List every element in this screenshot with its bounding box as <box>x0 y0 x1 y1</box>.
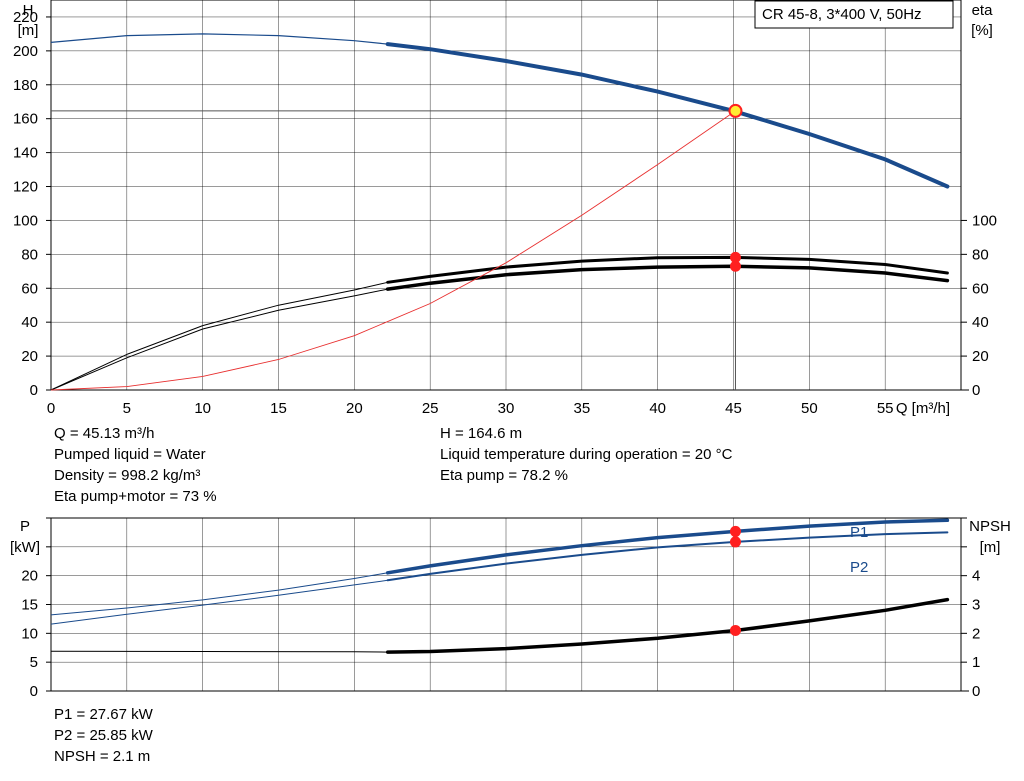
power-tick-label: 5 <box>30 654 38 671</box>
npsh-thin <box>50 650 388 653</box>
npsh-tick-label: 0 <box>972 683 980 700</box>
eta-tick-label: 60 <box>972 280 989 297</box>
head-axis-unit: [m] <box>18 22 39 39</box>
eta-axis-title: eta <box>972 2 994 19</box>
head-tick-label: 40 <box>21 314 38 331</box>
head-tick-label: 100 <box>13 212 38 229</box>
info-flow: Q = 45.13 m³/h <box>54 425 155 442</box>
eta-pump-curve <box>386 255 949 284</box>
legend-box <box>754 0 954 29</box>
p1-thin <box>50 572 388 616</box>
head-tick-label: 200 <box>13 43 38 60</box>
x-tick-label: 40 <box>649 400 666 417</box>
info-eta-pump: Eta pump = 78.2 % <box>440 467 568 484</box>
power-tick-label: 15 <box>21 597 38 614</box>
power-tick-label: 20 <box>21 568 38 585</box>
head-tick-label: 140 <box>13 145 38 162</box>
head-tick-label: 60 <box>21 280 38 297</box>
head-tick-label: 20 <box>21 348 38 365</box>
duty-point-p1 <box>729 525 741 537</box>
info-liquid: Pumped liquid = Water <box>54 446 206 463</box>
info-temperature: Liquid temperature during operation = 20… <box>440 446 733 463</box>
power-tick-label: 0 <box>30 683 38 700</box>
tick-labels: 0 5 10 15 20 25 30 35 40 45 50 55020406080100120140… <box>13 9 997 700</box>
system-curve <box>50 110 736 391</box>
info-head: H = 164.6 m <box>440 425 523 442</box>
x-tick-label: 20 <box>346 400 363 417</box>
npsh-tick-label: 1 <box>972 654 980 671</box>
duty-point-p2 <box>729 536 741 548</box>
x-tick-label: 55 <box>877 400 894 417</box>
x-tick-label: 45 <box>725 400 742 417</box>
top-chart-series <box>50 33 950 391</box>
head-tick-label: 220 <box>13 9 38 26</box>
head-tick-label: 80 <box>21 246 38 263</box>
power-tick-label: 10 <box>21 625 38 642</box>
head-tick-label: 160 <box>13 111 38 128</box>
eta-tick-label: 40 <box>972 314 989 331</box>
x-tick-label: 0 <box>47 400 55 417</box>
duty-point-eta-pump-motor <box>729 260 741 272</box>
legend-box-text: CR 45-8, 3*400 V, 50Hz <box>762 6 922 23</box>
top-chart-grid <box>50 0 969 391</box>
x-tick-label: 50 <box>801 400 818 417</box>
x-tick-label: 25 <box>422 400 439 417</box>
eta-pump-thin <box>50 281 388 391</box>
npsh-axis-title: NPSH <box>969 518 1011 535</box>
bottom-chart-grid <box>50 517 969 692</box>
head-curve <box>385 42 950 189</box>
x-tick-label: 10 <box>194 400 211 417</box>
head-tick-label: 120 <box>13 179 38 196</box>
head-tick-label: 0 <box>30 382 38 399</box>
duty-point-eta-pump <box>729 251 741 263</box>
npsh-tick-label: 4 <box>972 568 980 585</box>
duty-point-head <box>728 103 743 118</box>
info-p2: P2 = 25.85 kW <box>54 727 153 744</box>
eta-axis-unit: [%] <box>971 22 993 39</box>
npsh-tick-label: 2 <box>972 625 980 642</box>
x-tick-label: 15 <box>270 400 287 417</box>
head-axis-title: H <box>23 2 34 19</box>
info-top-right: H = 164.6 m Liquid temperature during op… <box>440 423 732 486</box>
p2-thin <box>50 579 388 625</box>
npsh-tick-label: 3 <box>972 597 980 614</box>
info-eta-pump-motor: Eta pump+motor = 73 % <box>54 488 217 505</box>
eta-pump-motor-curve <box>385 264 950 291</box>
duty-point-npsh <box>729 624 741 636</box>
info-npsh: NPSH = 2.1 m <box>54 748 151 765</box>
info-top-left: Q = 45.13 m³/h Pumped liquid = Water Den… <box>54 423 217 507</box>
eta-tick-label: 20 <box>972 348 989 365</box>
x-tick-label: 35 <box>573 400 590 417</box>
eta-tick-label: 80 <box>972 246 989 263</box>
eta-tick-label: 0 <box>972 382 980 399</box>
p1-curve <box>385 518 950 575</box>
p1-series-label: P1 <box>850 524 868 541</box>
info-p1: P1 = 27.67 kW <box>54 706 153 723</box>
p2-series-label: P2 <box>850 559 868 576</box>
power-axis-title: P <box>20 518 30 535</box>
npsh-axis-unit: [m] <box>980 539 1001 556</box>
x-tick-label: 30 <box>498 400 515 417</box>
bottom-chart-series <box>50 518 950 654</box>
info-bottom: P1 = 27.67 kW P2 = 25.85 kW NPSH = 2.1 m <box>54 704 153 767</box>
head-tick-label: 180 <box>13 77 38 94</box>
npsh-curve <box>385 597 950 654</box>
eta-pump-motor-thin <box>50 288 388 391</box>
head-thin <box>50 33 388 45</box>
x-tick-label: 5 <box>123 400 131 417</box>
eta-tick-label: 100 <box>972 212 997 229</box>
p2-curve <box>386 531 949 582</box>
flow-axis-title: Q [m³/h] <box>896 400 950 417</box>
info-density: Density = 998.2 kg/m³ <box>54 467 201 484</box>
power-axis-unit: [kW] <box>10 539 40 556</box>
